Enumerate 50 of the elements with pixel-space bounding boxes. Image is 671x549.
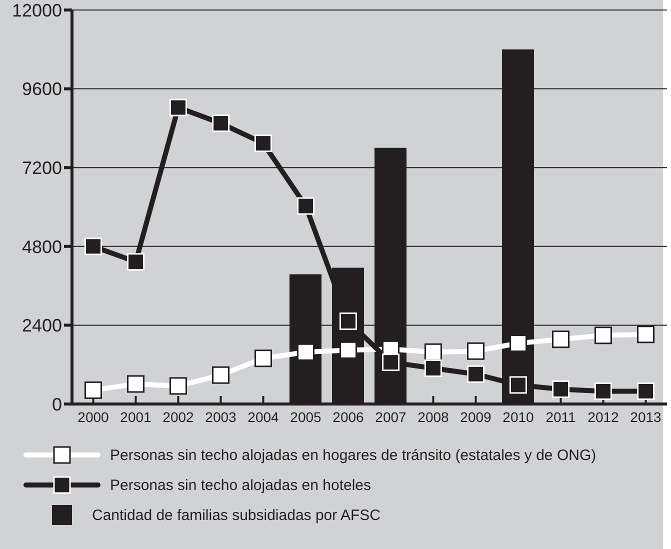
point (340, 341, 357, 359)
y-tick-label: 0 (52, 394, 62, 414)
point (127, 375, 144, 393)
point (297, 343, 314, 361)
point (340, 312, 357, 330)
legend-label: Personas sin techo alojadas en hoteles (110, 476, 372, 494)
point (552, 330, 570, 348)
point (212, 366, 230, 384)
point (637, 382, 654, 400)
x-tick-label: 2007 (375, 408, 407, 425)
point (510, 376, 527, 394)
x-tick-label: 2002 (162, 408, 194, 425)
x-tick-label: 2008 (418, 408, 450, 425)
x-tick-label: 2006 (332, 408, 364, 425)
point (170, 377, 187, 395)
point (84, 381, 102, 399)
point (552, 380, 570, 398)
x-tick-label: 2010 (502, 408, 534, 425)
point (424, 359, 442, 377)
point (212, 114, 230, 132)
y-tick-label: 2400 (22, 316, 62, 336)
x-tick-label: 2004 (248, 408, 280, 425)
point (467, 365, 484, 383)
x-tick-label: 2000 (78, 408, 110, 425)
point (254, 134, 272, 152)
point (510, 334, 527, 352)
y-tick-label: 7200 (22, 158, 62, 178)
x-tick-label: 2011 (546, 408, 576, 425)
x-tick-label: 2013 (630, 408, 662, 425)
point (424, 343, 442, 361)
y-tick-label: 9600 (22, 79, 62, 100)
legend-label: Personas sin techo alojadas en hogares de tránsito (estatales y de ONG) (110, 446, 596, 464)
x-tick-label: 2009 (460, 408, 492, 425)
x-tick-label: 2005 (290, 408, 322, 425)
point (84, 238, 102, 256)
point (467, 342, 484, 360)
legend-label: Cantidad de familias subsidiadas por AFSC (92, 506, 380, 524)
y-tick-label: 4800 (22, 236, 62, 257)
point (637, 326, 654, 344)
point (382, 354, 400, 372)
y-tick-label: 12000 (12, 0, 62, 20)
point (594, 382, 612, 400)
point (297, 197, 314, 215)
x-tick-label: 2003 (205, 408, 237, 425)
x-tick-label: 2012 (588, 408, 620, 425)
point (127, 253, 144, 271)
point (170, 98, 187, 116)
x-tick-label: 2001 (120, 408, 152, 425)
point (594, 326, 612, 344)
point (254, 350, 272, 368)
